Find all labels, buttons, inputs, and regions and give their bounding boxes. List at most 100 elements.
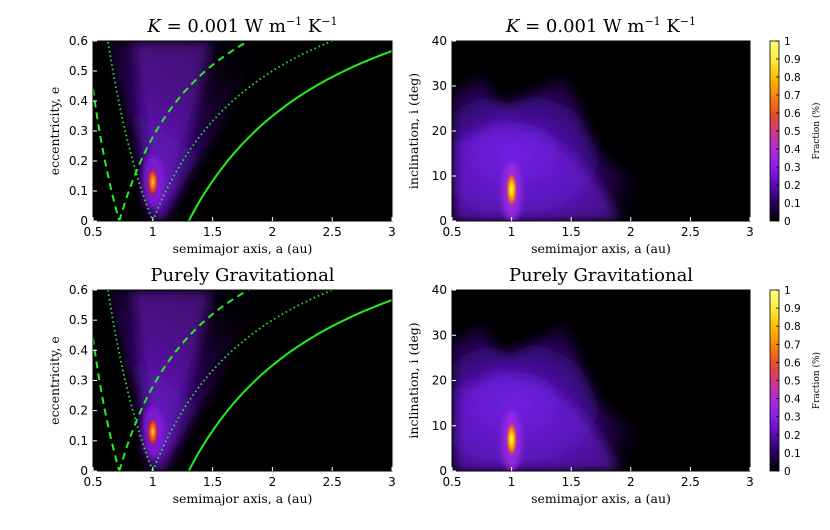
colorbar-tick-label: 0.4	[784, 144, 801, 156]
x-tick-label: 0.5	[442, 225, 461, 239]
y-tick-label: 0.3	[69, 124, 88, 138]
colorbar-tick-label: 0.2	[784, 180, 801, 192]
panel-title: K = 0.001 W m−1 K−1	[505, 15, 696, 37]
y-tick-label: 0	[439, 214, 447, 228]
colorbar-tick-label: 0.1	[784, 198, 801, 210]
panel-3: 0.5 1 1.5 2 2.5 3 0 0.1 0.2 0.3 0.4 0.5 0.6 semimajor…	[47, 265, 396, 506]
heatmap-body	[452, 72, 661, 221]
y-tick-label: 30	[432, 328, 447, 342]
y-tick-label: 0.1	[69, 434, 88, 448]
heatmap-body	[93, 41, 392, 221]
y-tick-label: 0	[80, 214, 88, 228]
y-tick-label: 0.2	[69, 154, 88, 168]
y-axis-label: inclination, i (deg)	[406, 322, 421, 438]
colorbar-tick-label: 0.3	[784, 162, 801, 174]
y-tick-label: 20	[432, 374, 447, 388]
density-peak	[505, 170, 518, 209]
x-tick-label: 1	[149, 475, 157, 489]
x-tick-label: 2	[269, 475, 277, 489]
reference-curve-dotted	[151, 290, 335, 471]
x-tick-label: 1	[149, 225, 157, 239]
x-tick-label: 3	[388, 475, 396, 489]
colorbar-tick-label: 0.4	[784, 394, 801, 406]
colorbar-tick-label: 0.7	[784, 90, 801, 102]
x-tick-label: 3	[746, 475, 754, 489]
reference-curve-solid	[187, 299, 392, 471]
x-tick-label: 2	[269, 225, 277, 239]
colorbar-tick-label: 0.2	[784, 430, 801, 442]
x-tick-label: 2.5	[681, 225, 700, 239]
colorbar-tick-label: 0.6	[784, 357, 801, 369]
x-tick-label: 0.5	[83, 225, 102, 239]
panel-title: Purely Gravitational	[150, 265, 334, 286]
colorbar-tick-label: 0.9	[784, 54, 801, 66]
y-tick-label: 20	[432, 124, 447, 138]
colorbar-label: Fraction (%)	[811, 352, 822, 409]
y-tick-label: 40	[432, 34, 447, 48]
x-tick-label: 2	[627, 475, 635, 489]
colorbar-tick-label: 0.7	[784, 339, 801, 351]
y-tick-label: 0	[80, 464, 88, 478]
y-tick-label: 0.6	[69, 283, 88, 297]
colorbar-tick-label: 0	[784, 466, 791, 478]
x-tick-label: 1	[508, 225, 516, 239]
x-tick-label: 0.5	[83, 475, 102, 489]
reference-curve-dashed	[118, 290, 251, 471]
y-axis-label: eccentricity, e	[47, 87, 62, 176]
panel-1: 0.5 1 1.5 2 2.5 3 0 0.1 0.2 0.3 0.4 0.5 0.6 semimajor…	[47, 15, 396, 256]
colorbar-tick-label: 0.5	[784, 126, 801, 138]
x-axis-label: semimajor axis, a (au)	[173, 491, 313, 506]
x-tick-label: 0.5	[442, 475, 461, 489]
x-axis-label: semimajor axis, a (au)	[531, 491, 671, 506]
x-tick-label: 2.5	[681, 475, 700, 489]
colorbar-tick-label: 0	[784, 216, 791, 228]
y-tick-label: 10	[432, 169, 447, 183]
colorbar-tick-label: 1	[784, 285, 791, 297]
y-tick-label: 0.1	[69, 184, 88, 198]
y-tick-label: 0.3	[69, 374, 88, 388]
y-tick-label: 0.4	[69, 343, 88, 357]
colorbar-1: 0 0.1 0.2 0.3 0.4 0.5 0.6 0.7 0.8 0.9 1 Fraction (%…	[769, 36, 822, 228]
density-peak	[146, 415, 159, 448]
x-tick-label: 2.5	[323, 475, 342, 489]
x-tick-label: 1.5	[562, 225, 581, 239]
y-axis-label: eccentricity, e	[47, 336, 62, 425]
colorbar-tick-label: 1	[784, 36, 791, 48]
colorbar-tick-label: 0.6	[784, 108, 801, 120]
reference-curve-dotted-aphelion	[107, 290, 154, 471]
colorbar-tick-label: 0.8	[784, 72, 801, 84]
y-tick-label: 0.6	[69, 34, 88, 48]
colorbar-label: Fraction (%)	[811, 102, 822, 159]
colorbar-2: 0 0.1 0.2 0.3 0.4 0.5 0.6 0.7 0.8 0.9 1 Fraction (%…	[769, 285, 822, 478]
x-tick-label: 1.5	[203, 225, 222, 239]
heatmap-body	[93, 290, 392, 471]
y-tick-label: 10	[432, 419, 447, 433]
colorbar-tick-label: 0.9	[784, 303, 801, 315]
y-axis-label: inclination, i (deg)	[406, 73, 421, 189]
y-tick-label: 0.5	[69, 313, 88, 327]
x-tick-label: 2.5	[323, 225, 342, 239]
reference-curve-dashed-aphelion	[93, 330, 121, 471]
x-tick-label: 3	[388, 225, 396, 239]
colorbar-tick-label: 0.5	[784, 376, 801, 388]
density-peak	[146, 166, 159, 198]
x-tick-label: 2	[627, 225, 635, 239]
density-core	[454, 371, 619, 471]
colorbar-tick-label: 0.3	[784, 412, 801, 424]
y-tick-label: 0.4	[69, 94, 88, 108]
y-tick-label: 30	[432, 79, 447, 93]
panel-title: K = 0.001 W m−1 K−1	[146, 15, 337, 37]
heatmap-body	[452, 321, 661, 471]
reference-curve-dashed-aphelion	[93, 81, 121, 221]
x-tick-label: 1	[508, 475, 516, 489]
y-tick-label: 0.2	[69, 404, 88, 418]
density-peak	[505, 420, 518, 459]
density-core	[454, 122, 619, 221]
reference-curve-solid	[187, 50, 392, 221]
x-tick-label: 1.5	[203, 475, 222, 489]
x-axis-label: semimajor axis, a (au)	[173, 241, 313, 256]
y-tick-label: 0	[439, 464, 447, 478]
colorbar-tick-label: 0.1	[784, 448, 801, 460]
